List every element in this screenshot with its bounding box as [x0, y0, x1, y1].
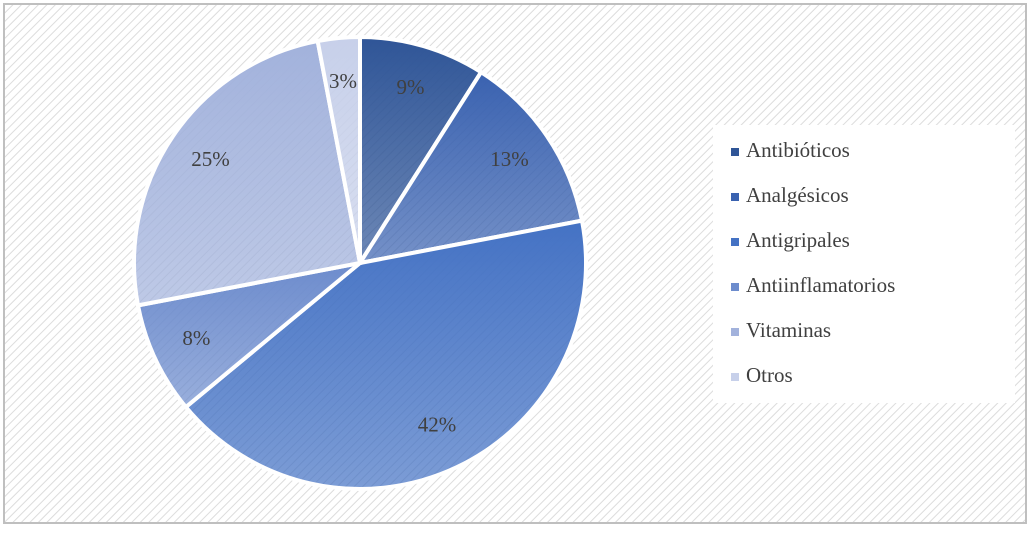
data-label: 3%	[329, 69, 357, 93]
legend-label: Vitaminas	[746, 318, 831, 342]
pie-slice	[132, 38, 363, 308]
legend-label: Antiinflamatorios	[746, 273, 895, 297]
legend-marker	[731, 373, 739, 381]
legend-marker	[731, 238, 739, 246]
pie-slice	[358, 34, 484, 270]
data-label: 25%	[191, 147, 230, 171]
data-label: 13%	[490, 147, 529, 171]
data-label: 8%	[182, 326, 210, 350]
legend-marker	[731, 148, 739, 156]
legend-label: Antigripales	[746, 228, 850, 252]
legend-marker	[731, 283, 739, 291]
legend-marker	[731, 193, 739, 201]
legend-label: Antibióticos	[746, 138, 850, 162]
data-label: 42%	[418, 412, 457, 436]
pie-slice	[355, 69, 585, 266]
legend-marker	[731, 328, 739, 336]
legend-label: Otros	[746, 363, 793, 387]
legend-box	[713, 125, 1015, 403]
pie-slice	[183, 218, 588, 491]
pie-slice	[315, 34, 362, 264]
pie: 9% 13% 42% 8% 25% 3%	[132, 34, 588, 491]
legend-label: Analgésicos	[746, 183, 849, 207]
pie-slice	[135, 261, 362, 410]
legend: Antibióticos Analgésicos Antigripales Antii…	[731, 138, 895, 387]
data-label: 9%	[396, 75, 424, 99]
